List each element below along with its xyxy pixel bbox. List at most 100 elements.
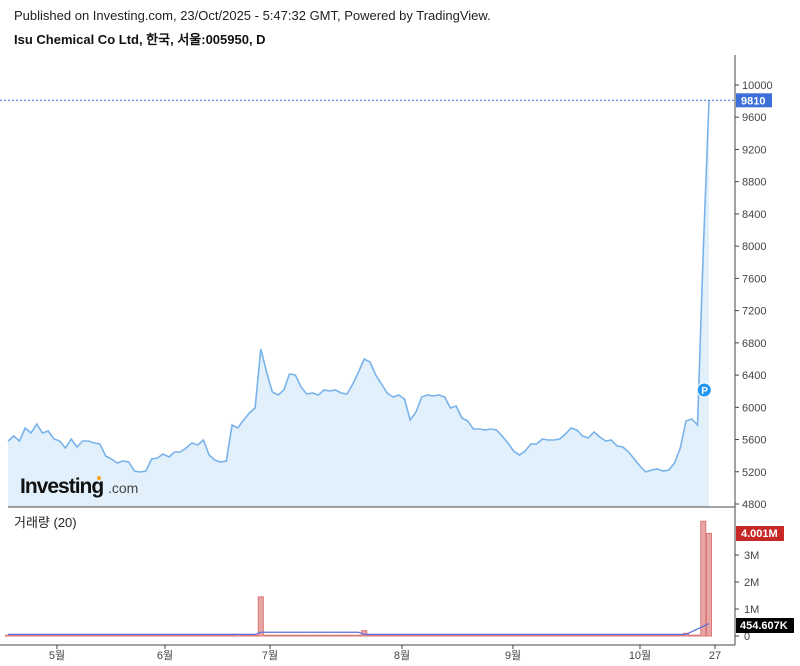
volume-bar bbox=[424, 634, 431, 637]
volume-bar bbox=[252, 634, 259, 637]
volume-bar bbox=[349, 634, 356, 637]
volume-bar bbox=[493, 634, 500, 637]
volume-bar bbox=[556, 634, 563, 637]
y-tick-label: 6000 bbox=[742, 402, 766, 414]
volume-ma-label: 454.607K bbox=[740, 620, 788, 632]
y-tick-label: 7600 bbox=[742, 273, 766, 285]
volume-bar bbox=[596, 634, 603, 637]
volume-bar bbox=[16, 634, 23, 637]
volume-bar bbox=[344, 634, 351, 637]
volume-bar bbox=[522, 634, 529, 637]
volume-bar bbox=[637, 634, 644, 637]
volume-bar bbox=[573, 634, 580, 637]
volume-bar bbox=[458, 634, 465, 637]
volume-bar bbox=[401, 634, 408, 637]
volume-bar bbox=[648, 634, 655, 637]
volume-bar bbox=[533, 634, 540, 637]
volume-bar bbox=[545, 634, 552, 637]
volume-bar bbox=[338, 634, 345, 637]
volume-bar bbox=[286, 634, 293, 637]
volume-bar bbox=[303, 634, 310, 637]
volume-bar bbox=[504, 634, 511, 637]
volume-bar bbox=[309, 634, 316, 637]
volume-bar bbox=[585, 634, 592, 637]
x-tick-label: 6월 bbox=[157, 649, 173, 662]
volume-bar bbox=[85, 634, 92, 637]
volume-bar bbox=[275, 634, 282, 637]
volume-bar bbox=[654, 634, 661, 637]
volume-bar bbox=[119, 634, 126, 637]
volume-bar bbox=[694, 634, 701, 637]
volume-bar bbox=[366, 634, 373, 637]
volume-bar bbox=[355, 634, 362, 637]
volume-bar bbox=[269, 634, 276, 637]
volume-bar bbox=[125, 634, 132, 637]
volume-bar bbox=[292, 634, 299, 637]
volume-bar bbox=[568, 634, 575, 637]
volume-bar bbox=[56, 634, 63, 637]
volume-title: 거래량 (20) bbox=[14, 515, 77, 530]
x-tick-label: 27 bbox=[709, 650, 721, 662]
x-tick-label: 8월 bbox=[394, 649, 410, 662]
volume-bar bbox=[315, 634, 322, 637]
volume-bar bbox=[608, 634, 615, 637]
volume-bar bbox=[378, 634, 385, 637]
volume-bar bbox=[441, 634, 448, 637]
volume-bar bbox=[619, 634, 626, 637]
volume-bar bbox=[412, 634, 419, 637]
volume-bar bbox=[10, 634, 17, 637]
volume-bar bbox=[68, 634, 75, 637]
volume-bar bbox=[45, 634, 52, 637]
volume-bar bbox=[263, 634, 270, 637]
volume-ma-line bbox=[8, 623, 710, 635]
volume-bar bbox=[510, 634, 517, 637]
volume-bar bbox=[562, 634, 569, 637]
volume-bar bbox=[229, 634, 236, 637]
volume-bar bbox=[257, 596, 264, 637]
volume-bar bbox=[688, 634, 695, 637]
volume-bar bbox=[223, 634, 230, 637]
volume-bar bbox=[631, 634, 638, 637]
volume-bar bbox=[131, 634, 138, 637]
volume-bar bbox=[73, 634, 80, 637]
volume-bar bbox=[114, 634, 121, 637]
y-tick-label: 6800 bbox=[742, 338, 766, 350]
volume-bar bbox=[625, 634, 632, 637]
volume-bar bbox=[332, 634, 339, 637]
volume-bar bbox=[418, 634, 425, 637]
y-tick-label: 5200 bbox=[742, 467, 766, 479]
p-marker bbox=[696, 382, 712, 398]
volume-bar bbox=[240, 634, 247, 637]
volume-bar bbox=[706, 532, 712, 637]
y-tick-label: 10000 bbox=[742, 80, 773, 92]
volume-bar bbox=[91, 634, 98, 637]
volume-bar bbox=[435, 634, 442, 637]
volume-bar bbox=[614, 634, 621, 637]
published-note: Published on Investing.com, 23/Oct/2025 … bbox=[14, 8, 491, 23]
price-line bbox=[7, 100, 710, 473]
volume-bar bbox=[171, 634, 178, 637]
volume-bar bbox=[246, 634, 253, 637]
volume-bar bbox=[183, 634, 190, 637]
x-tick-label: 9월 bbox=[505, 649, 521, 662]
volume-bar bbox=[217, 634, 224, 637]
last-price-label: 9810 bbox=[741, 95, 765, 107]
volume-bar bbox=[298, 634, 305, 637]
volume-bar bbox=[395, 634, 402, 637]
y-tick-label: 6400 bbox=[742, 370, 766, 382]
volume-bar bbox=[154, 634, 161, 637]
volume-bar bbox=[321, 634, 328, 637]
volume-bar bbox=[660, 634, 667, 637]
volume-bar bbox=[499, 634, 506, 637]
investing-logo: Investing .com bbox=[20, 475, 138, 498]
logo-dot bbox=[97, 476, 101, 480]
volume-bar bbox=[142, 634, 149, 637]
x-tick-label: 10월 bbox=[629, 649, 651, 662]
volume-bar bbox=[5, 634, 11, 637]
volume-bar bbox=[62, 634, 69, 637]
volume-bar bbox=[79, 634, 86, 637]
volume-bar bbox=[602, 634, 609, 637]
volume-bar bbox=[407, 634, 414, 637]
volume-bar bbox=[27, 634, 34, 637]
